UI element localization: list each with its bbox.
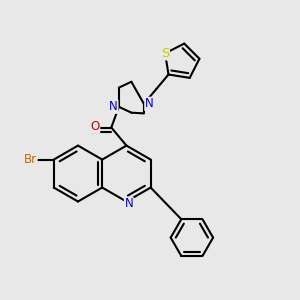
Text: N: N: [109, 100, 118, 113]
Text: Br: Br: [24, 153, 37, 166]
Text: S: S: [161, 47, 169, 60]
Text: N: N: [124, 197, 133, 210]
Text: N: N: [145, 97, 154, 110]
Text: O: O: [91, 120, 100, 133]
